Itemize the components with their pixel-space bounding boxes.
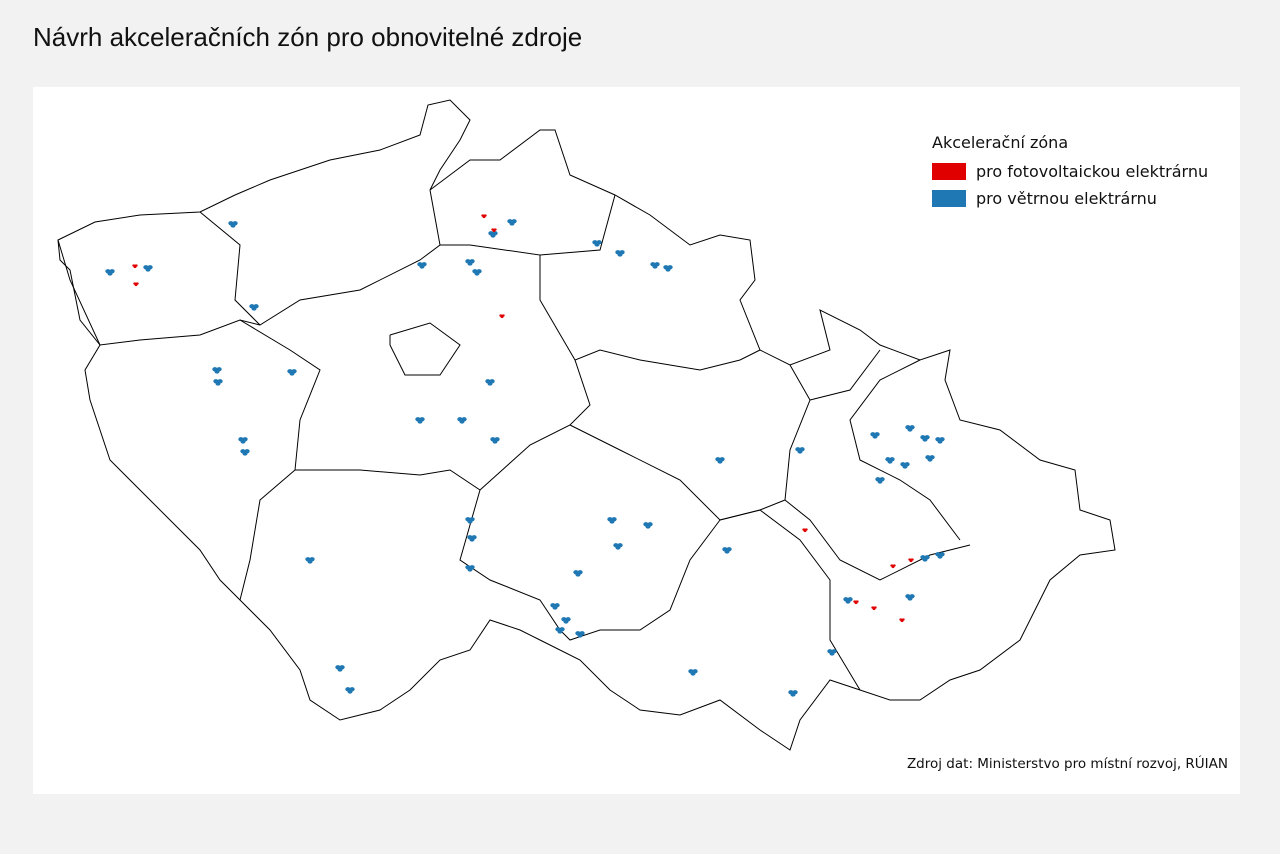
wind-zone (476, 269, 482, 274)
legend-swatch-red (932, 163, 966, 180)
wind-zone (469, 565, 475, 570)
wind-zone (889, 457, 895, 462)
wind-zone (489, 379, 495, 384)
wind-zone (904, 462, 910, 467)
region-border (539, 194, 616, 256)
pv-zone (892, 564, 896, 567)
pv-zone (855, 600, 859, 603)
wind-zone (611, 517, 617, 522)
wind-zone (494, 437, 500, 442)
wind-zone (847, 597, 853, 602)
wind-zone (147, 265, 153, 270)
region-border (809, 349, 881, 401)
wind-zone (929, 455, 935, 460)
pv-zone (804, 528, 808, 531)
wind-zone (244, 449, 250, 454)
wind-zone (879, 477, 885, 482)
pv-zone (134, 264, 138, 267)
wind-zone (511, 219, 517, 224)
wind-zone (109, 269, 115, 274)
wind-zone (242, 437, 248, 442)
region-border (199, 189, 441, 326)
legend-label: pro fotovoltaickou elektrárnu (976, 162, 1209, 181)
wind-zone (216, 367, 222, 372)
wind-zone (909, 425, 915, 430)
wind-zone (339, 665, 345, 670)
legend: Akcelerační zóna pro fotovoltaickou elek… (932, 133, 1208, 212)
wind-zone (559, 627, 565, 632)
wind-zone (726, 547, 732, 552)
wind-zone (924, 555, 930, 560)
region-border (784, 499, 971, 581)
wind-zone (565, 617, 571, 622)
region-border (389, 322, 461, 376)
region-border (639, 349, 761, 371)
region-border (440, 244, 576, 361)
wind-zone (939, 437, 945, 442)
wind-zone (654, 262, 660, 267)
pv-zone (493, 228, 497, 231)
region-border (719, 509, 861, 691)
wind-zone (577, 570, 583, 575)
wind-zone (554, 603, 560, 608)
wind-zone (719, 457, 725, 462)
wind-zone (421, 262, 427, 267)
data-source: Zdroj dat: Ministerstvo pro místní rozvo… (906, 756, 1228, 772)
wind-zone (291, 369, 297, 374)
wind-zone (232, 221, 238, 226)
wind-zone (471, 535, 477, 540)
legend-item-wind: pro větrnou elektrárnu (932, 185, 1208, 212)
wind-zone (253, 304, 259, 309)
wind-zone (909, 594, 915, 599)
wind-zone (461, 417, 467, 422)
country-border (57, 99, 1116, 751)
region-border (849, 359, 961, 541)
wind-zone (217, 379, 223, 384)
wind-zone (799, 447, 805, 452)
pv-zone (501, 314, 505, 317)
wind-zone (596, 240, 602, 245)
legend-label: pro větrnou elektrárnu (976, 189, 1157, 208)
pv-zone (901, 618, 905, 621)
wind-zone (831, 649, 837, 654)
region-border (239, 319, 321, 601)
legend-item-pv: pro fotovoltaickou elektrárnu (932, 158, 1208, 185)
wind-zone (309, 557, 315, 562)
wind-zone (469, 517, 475, 522)
pv-zone (873, 606, 877, 609)
region-border (459, 489, 721, 641)
region-border (569, 364, 811, 521)
wind-zone (647, 522, 653, 527)
wind-zone (924, 435, 930, 440)
wind-zone (667, 265, 673, 270)
wind-zone (619, 250, 625, 255)
map-panel (33, 87, 1240, 794)
wind-zone (939, 552, 945, 557)
wind-zone (492, 231, 498, 236)
wind-zone (349, 687, 355, 692)
pv-zone (135, 282, 139, 285)
wind-zone (419, 417, 425, 422)
wind-zone (792, 690, 798, 695)
wind-zone (874, 432, 880, 437)
wind-zone (579, 631, 585, 636)
legend-title: Akcelerační zóna (932, 133, 1069, 152)
pv-zone (483, 214, 487, 217)
legend-swatch-blue (932, 190, 966, 207)
wind-zone (692, 669, 698, 674)
pv-zone (910, 558, 914, 561)
region-border (295, 349, 641, 491)
wind-zone (617, 543, 623, 548)
region-border (57, 239, 261, 346)
map-title: Návrh akceleračních zón pro obnovitelné … (33, 22, 583, 52)
wind-zone (469, 259, 475, 264)
